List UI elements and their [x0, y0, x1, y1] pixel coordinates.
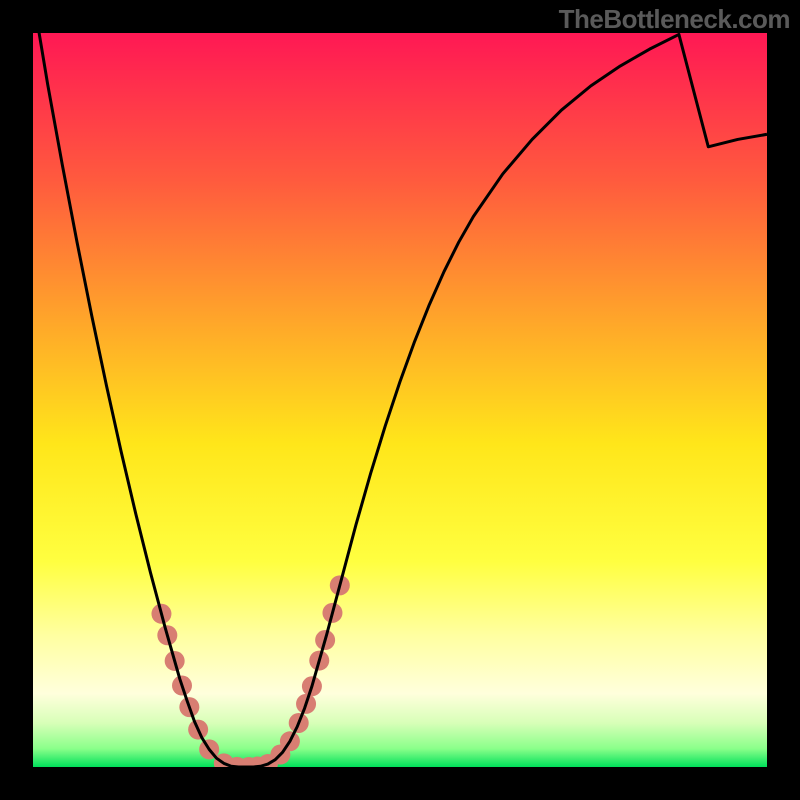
gradient-background — [33, 33, 767, 767]
watermark-text: TheBottleneck.com — [559, 4, 790, 35]
plot-area — [33, 33, 767, 767]
chart-outer: TheBottleneck.com — [0, 0, 800, 800]
bottleneck-chart — [33, 33, 767, 767]
